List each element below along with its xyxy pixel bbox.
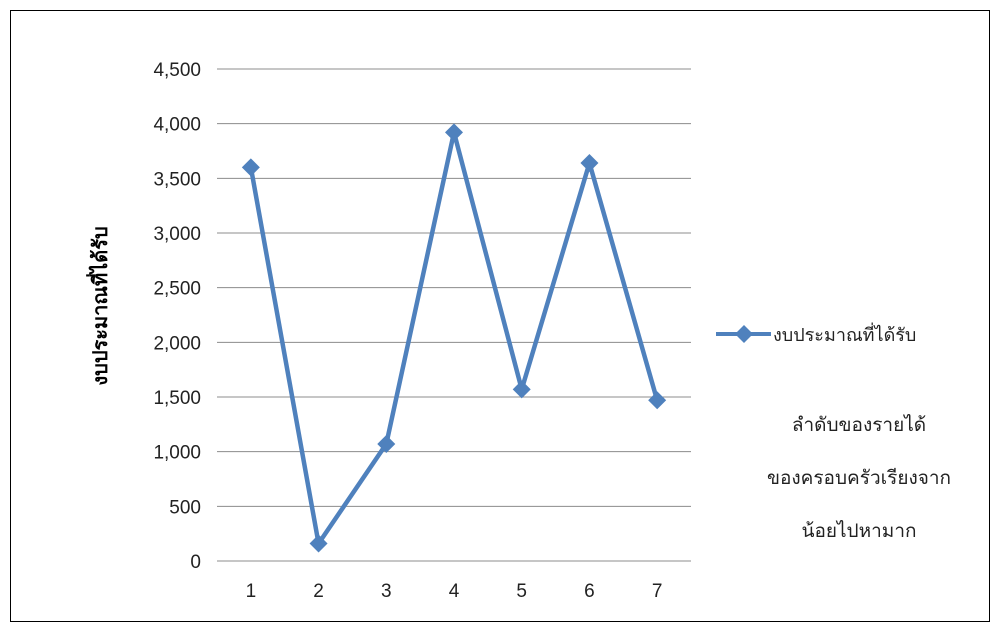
x-tick-label: 4: [449, 581, 460, 602]
x-tick-label: 3: [381, 581, 392, 602]
y-tick-label: 500: [169, 497, 201, 518]
y-tick-label: 0: [190, 552, 201, 573]
y-tick-label: 1,500: [153, 388, 201, 409]
x-tick-label: 6: [584, 581, 595, 602]
y-tick-label: 1,000: [153, 443, 201, 464]
y-tick-label: 3,000: [153, 224, 201, 245]
data-point: [309, 534, 328, 553]
y-tick-label: 2,000: [153, 333, 201, 354]
series-group: [241, 123, 667, 553]
annotation-line-2: ของครอบครัวเรียงจาก: [767, 467, 951, 489]
x-tick-label: 5: [516, 581, 527, 602]
data-point: [377, 435, 396, 454]
line-chart: 0 500 1,000 1,500 2,000 2,500 3,000 3,500 4,000 4…: [85, 60, 951, 602]
data-point: [580, 154, 599, 173]
legend: งบประมาณที่ได้รับ: [716, 322, 916, 346]
series-line: [248, 130, 660, 546]
legend-marker: [735, 325, 753, 343]
annotation: ลำดับของรายได้ ของครอบครัวเรียงจาก น้อยไ…: [767, 414, 951, 542]
x-tick-label: 2: [313, 581, 324, 602]
data-point: [445, 123, 463, 142]
annotation-line-3: น้อยไปหามาก: [801, 520, 916, 542]
annotation-line-1: ลำดับของรายได้: [792, 414, 926, 436]
data-point: [648, 391, 667, 410]
data-point: [512, 380, 531, 399]
y-tick-label: 4,000: [153, 115, 201, 136]
y-tick-label: 4,500: [153, 60, 201, 81]
y-tick-label: 2,500: [153, 279, 201, 300]
data-point: [241, 158, 260, 177]
x-tick-labels: 1 2 3 4 5 6 7: [246, 581, 663, 602]
chart-frame: 0 500 1,000 1,500 2,000 2,500 3,000 3,500 4,000 4…: [10, 10, 990, 622]
y-tick-label: 3,500: [153, 169, 201, 190]
x-tick-label: 1: [246, 581, 257, 602]
y-tick-labels: 0 500 1,000 1,500 2,000 2,500 3,000 3,500 4,000 4…: [153, 60, 201, 573]
legend-entry-label: งบประมาณที่ได้รับ: [773, 322, 916, 346]
y-axis-label: งบประมาณที่ได้รับ: [85, 226, 112, 385]
x-tick-label: 7: [652, 581, 663, 602]
